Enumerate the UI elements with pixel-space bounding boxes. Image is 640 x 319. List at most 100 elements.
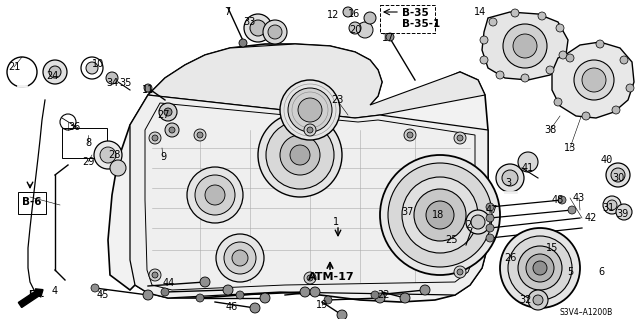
Circle shape bbox=[223, 285, 233, 295]
Text: 44: 44 bbox=[163, 278, 175, 288]
Text: 18: 18 bbox=[432, 210, 444, 220]
Circle shape bbox=[486, 214, 494, 222]
Text: 30: 30 bbox=[612, 173, 624, 183]
Circle shape bbox=[538, 12, 546, 20]
Text: 34: 34 bbox=[106, 78, 118, 88]
Polygon shape bbox=[108, 44, 490, 302]
Circle shape bbox=[152, 272, 158, 278]
Text: 31: 31 bbox=[602, 203, 614, 213]
Circle shape bbox=[582, 112, 590, 120]
Circle shape bbox=[310, 287, 320, 297]
Circle shape bbox=[304, 124, 316, 136]
Text: 27: 27 bbox=[157, 110, 169, 120]
Text: 23: 23 bbox=[331, 95, 343, 105]
Circle shape bbox=[526, 254, 554, 282]
Circle shape bbox=[558, 196, 566, 204]
Circle shape bbox=[454, 132, 466, 144]
Circle shape bbox=[407, 132, 413, 138]
Circle shape bbox=[554, 98, 562, 106]
Circle shape bbox=[196, 294, 204, 302]
Circle shape bbox=[518, 246, 562, 290]
Polygon shape bbox=[552, 42, 634, 118]
Circle shape bbox=[521, 74, 529, 82]
Circle shape bbox=[205, 185, 225, 205]
Circle shape bbox=[426, 201, 454, 229]
Text: 37: 37 bbox=[401, 207, 413, 217]
Text: 10: 10 bbox=[92, 59, 104, 69]
Circle shape bbox=[603, 196, 621, 214]
Circle shape bbox=[100, 147, 116, 163]
Text: FR.: FR. bbox=[28, 290, 45, 299]
Polygon shape bbox=[482, 12, 568, 80]
Text: 40: 40 bbox=[601, 155, 613, 165]
Circle shape bbox=[471, 215, 485, 229]
Circle shape bbox=[280, 80, 340, 140]
Circle shape bbox=[159, 103, 177, 121]
Circle shape bbox=[620, 56, 628, 64]
Circle shape bbox=[375, 293, 385, 303]
Circle shape bbox=[250, 303, 260, 313]
Circle shape bbox=[268, 25, 282, 39]
Circle shape bbox=[513, 34, 537, 58]
Circle shape bbox=[500, 228, 580, 308]
Text: 15: 15 bbox=[546, 243, 558, 253]
Circle shape bbox=[49, 66, 61, 78]
Circle shape bbox=[357, 22, 373, 38]
Circle shape bbox=[91, 284, 99, 292]
Circle shape bbox=[486, 203, 494, 211]
Text: 24: 24 bbox=[46, 71, 58, 81]
Text: B-6: B-6 bbox=[22, 197, 42, 207]
Text: 33: 33 bbox=[243, 17, 255, 27]
Circle shape bbox=[152, 135, 158, 141]
Circle shape bbox=[574, 60, 614, 100]
Circle shape bbox=[164, 108, 172, 116]
Bar bbox=[380, 5, 435, 33]
Circle shape bbox=[496, 164, 524, 192]
Text: 2: 2 bbox=[465, 220, 471, 230]
Text: 38: 38 bbox=[544, 125, 556, 135]
Circle shape bbox=[559, 51, 567, 59]
Text: B-35-1: B-35-1 bbox=[402, 19, 440, 29]
Circle shape bbox=[263, 20, 287, 44]
Circle shape bbox=[94, 141, 122, 169]
Circle shape bbox=[187, 167, 243, 223]
Circle shape bbox=[298, 98, 322, 122]
Text: 16: 16 bbox=[348, 9, 360, 19]
Circle shape bbox=[528, 290, 548, 310]
Text: 36: 36 bbox=[68, 122, 80, 132]
Text: 42: 42 bbox=[585, 213, 597, 223]
Text: 26: 26 bbox=[504, 253, 516, 263]
Circle shape bbox=[149, 269, 161, 281]
Text: 7: 7 bbox=[224, 7, 230, 17]
Text: 41: 41 bbox=[522, 163, 534, 173]
Circle shape bbox=[380, 155, 500, 275]
Circle shape bbox=[518, 152, 538, 172]
Text: ATM-17: ATM-17 bbox=[308, 272, 355, 282]
Circle shape bbox=[566, 54, 574, 62]
Circle shape bbox=[489, 18, 497, 26]
Circle shape bbox=[216, 234, 264, 282]
Text: 13: 13 bbox=[564, 143, 576, 153]
Text: 39: 39 bbox=[616, 209, 628, 219]
Circle shape bbox=[43, 60, 67, 84]
Circle shape bbox=[480, 36, 488, 44]
Circle shape bbox=[343, 7, 353, 17]
Circle shape bbox=[149, 132, 161, 144]
Circle shape bbox=[414, 189, 466, 241]
Circle shape bbox=[626, 84, 634, 92]
Circle shape bbox=[616, 204, 632, 220]
Circle shape bbox=[304, 272, 316, 284]
Circle shape bbox=[402, 177, 478, 253]
Circle shape bbox=[480, 56, 488, 64]
Circle shape bbox=[258, 113, 342, 197]
Text: 3: 3 bbox=[505, 178, 511, 188]
Circle shape bbox=[454, 266, 466, 278]
Circle shape bbox=[224, 242, 256, 274]
Circle shape bbox=[596, 40, 604, 48]
Polygon shape bbox=[148, 44, 485, 118]
Circle shape bbox=[232, 250, 248, 266]
Circle shape bbox=[511, 9, 519, 17]
Bar bbox=[62, 128, 107, 158]
Text: S3V4–A1200B: S3V4–A1200B bbox=[560, 308, 613, 317]
Circle shape bbox=[400, 293, 410, 303]
